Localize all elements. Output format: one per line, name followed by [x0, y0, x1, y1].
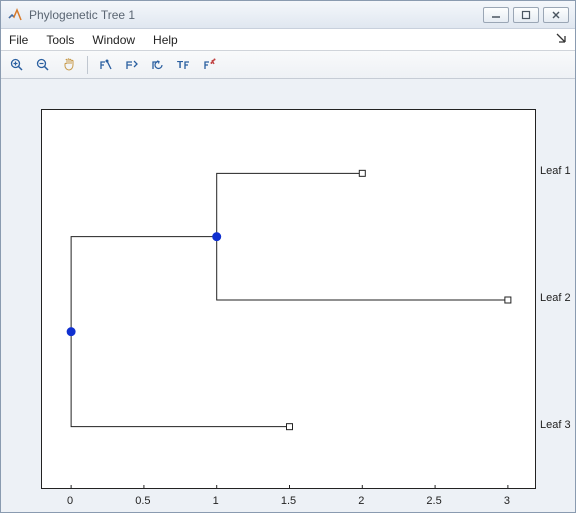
x-tick-label: 2 [358, 495, 364, 507]
x-tick-label: 3 [504, 495, 510, 507]
leaf-node[interactable] [287, 424, 293, 430]
toolbar-separator [87, 56, 88, 74]
zoom-in-icon[interactable] [7, 55, 27, 75]
menu-file[interactable]: File [9, 33, 28, 47]
x-tick-label: 1.5 [281, 495, 296, 507]
x-tick-label: 0.5 [135, 495, 150, 507]
prune-tool-icon[interactable] [200, 55, 220, 75]
leaf-node[interactable] [359, 170, 365, 176]
app-window: Phylogenetic Tree 1 File Tools Window He… [0, 0, 576, 513]
minimize-button[interactable] [483, 7, 509, 23]
svg-text:T: T [177, 60, 183, 71]
menubar: File Tools Window Help [1, 29, 575, 51]
zoom-out-icon[interactable] [33, 55, 53, 75]
leaf-label: Leaf 1 [540, 165, 571, 177]
internal-node[interactable] [213, 233, 221, 241]
titlebar: Phylogenetic Tree 1 [1, 1, 575, 29]
x-tick-label: 1 [213, 495, 219, 507]
collapse-tool-icon[interactable] [122, 55, 142, 75]
leaf-node[interactable] [505, 297, 511, 303]
leaf-label: Leaf 3 [540, 419, 571, 431]
tree-svg [42, 110, 535, 488]
rotate-tool-icon[interactable] [148, 55, 168, 75]
window-title: Phylogenetic Tree 1 [29, 8, 483, 22]
inspect-tool-icon[interactable] [96, 55, 116, 75]
pan-icon[interactable] [59, 55, 79, 75]
x-tick-label: 0 [67, 495, 73, 507]
window-controls [483, 7, 569, 23]
plot-axes[interactable] [41, 109, 536, 489]
menu-help[interactable]: Help [153, 33, 178, 47]
toolbar: T [1, 51, 575, 79]
leaf-label: Leaf 2 [540, 292, 571, 304]
menu-window[interactable]: Window [92, 33, 135, 47]
dock-icon[interactable] [555, 32, 567, 47]
close-button[interactable] [543, 7, 569, 23]
menu-tools[interactable]: Tools [46, 33, 74, 47]
internal-node[interactable] [67, 328, 75, 336]
maximize-button[interactable] [513, 7, 539, 23]
x-tick-label: 2.5 [426, 495, 441, 507]
figure-canvas: 0 0.5 1 1.5 2 2.5 3 Leaf 1 Leaf 2 Leaf 3 [1, 79, 575, 512]
rename-tool-icon[interactable]: T [174, 55, 194, 75]
matlab-icon [7, 7, 23, 23]
